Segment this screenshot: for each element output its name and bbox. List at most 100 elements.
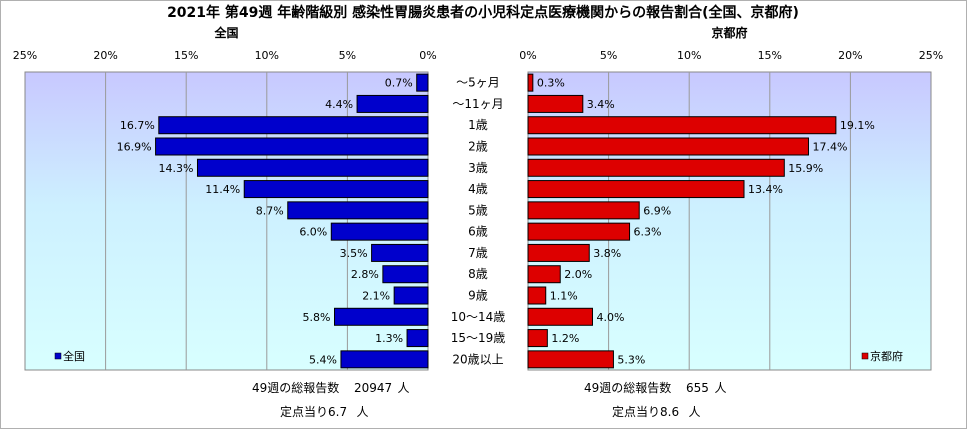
bar <box>527 222 631 241</box>
x-tick-label: 10% <box>255 49 279 62</box>
footer-value: 6.7 <box>328 405 347 419</box>
data-label: 4.0% <box>596 311 624 324</box>
data-label: 6.3% <box>634 226 662 239</box>
panel-title: 京都府 <box>711 25 747 40</box>
bar <box>527 116 837 135</box>
data-label: 8.7% <box>256 204 284 217</box>
data-label: 5.4% <box>309 353 337 366</box>
bar <box>158 116 429 135</box>
category-label: 9歳 <box>468 289 488 303</box>
data-label: 6.0% <box>299 226 327 239</box>
legend-swatch <box>861 352 869 360</box>
legend-swatch <box>54 352 62 360</box>
bar <box>416 73 429 92</box>
data-label: 3.5% <box>340 247 368 260</box>
footer-unit: 人 <box>357 405 369 419</box>
data-label: 0.7% <box>385 77 413 90</box>
bar <box>340 350 429 369</box>
bar <box>334 307 429 326</box>
data-label: 15.9% <box>788 162 823 175</box>
bar <box>527 137 809 156</box>
footer-value: 655 <box>686 381 709 395</box>
bar <box>155 137 429 156</box>
category-label: 8歳 <box>468 267 488 281</box>
legend-label: 京都府 <box>870 349 903 363</box>
panel-title: 全国 <box>213 25 238 40</box>
bar <box>527 265 561 284</box>
bar <box>527 307 593 326</box>
data-label: 1.2% <box>551 332 579 345</box>
footer-value: 8.6 <box>660 405 679 419</box>
chart-title: 2021年 第49週 年齢階級別 感染性胃腸炎患者の小児科定点医療機関からの報告… <box>167 4 799 21</box>
x-tick-label: 20% <box>93 49 117 62</box>
footer-label: 49週の総報告数 <box>584 380 671 395</box>
data-label: 16.7% <box>120 119 155 132</box>
category-label: 1歳 <box>468 118 488 132</box>
bar <box>527 286 547 305</box>
category-label: 3歳 <box>468 161 488 175</box>
category-label: 6歳 <box>468 225 488 239</box>
category-label: 10～14歳 <box>451 310 506 324</box>
bar <box>243 180 429 199</box>
data-label: 19.1% <box>840 119 875 132</box>
data-label: 1.1% <box>550 290 578 303</box>
legend-label: 全国 <box>63 349 85 363</box>
footer-value: 20947 <box>354 381 392 395</box>
x-tick-label: 25% <box>919 49 943 62</box>
bar <box>527 201 640 220</box>
data-label: 2.1% <box>362 290 390 303</box>
footer-label: 49週の総報告数 <box>252 380 339 395</box>
data-label: 1.3% <box>375 332 403 345</box>
x-tick-label: 5% <box>339 49 356 62</box>
x-tick-label: 0% <box>419 49 436 62</box>
x-tick-label: 20% <box>838 49 862 62</box>
bar <box>356 94 429 113</box>
bar <box>393 286 429 305</box>
bar <box>287 201 429 220</box>
bar <box>527 350 614 369</box>
data-label: 2.8% <box>351 268 379 281</box>
x-tick-label: 15% <box>174 49 198 62</box>
bar <box>527 180 745 199</box>
category-label: 4歳 <box>468 182 488 196</box>
bar <box>527 329 548 348</box>
category-label: ～11ヶ月 <box>452 97 503 111</box>
data-label: 16.9% <box>117 141 152 154</box>
bar <box>527 73 534 92</box>
category-label: 5歳 <box>468 203 488 217</box>
footer-unit: 人 <box>689 405 701 419</box>
footer-label: 定点当り <box>280 404 328 419</box>
category-label: ～5ヶ月 <box>456 76 500 90</box>
footer-label: 定点当り <box>612 404 660 419</box>
bar <box>330 222 429 241</box>
bar <box>371 243 429 262</box>
data-label: 11.4% <box>205 183 240 196</box>
footer-unit: 人 <box>398 381 410 395</box>
category-label: 7歳 <box>468 246 488 260</box>
data-label: 17.4% <box>812 141 847 154</box>
x-tick-label: 25% <box>13 49 37 62</box>
x-tick-label: 5% <box>600 49 617 62</box>
x-tick-label: 0% <box>519 49 536 62</box>
footer-unit: 人 <box>715 381 727 395</box>
data-label: 14.3% <box>159 162 194 175</box>
x-tick-label: 15% <box>758 49 782 62</box>
bar <box>196 158 429 177</box>
bar <box>527 158 785 177</box>
data-label: 5.3% <box>617 353 645 366</box>
x-tick-label: 10% <box>677 49 701 62</box>
data-label: 2.0% <box>564 268 592 281</box>
data-label: 3.4% <box>587 98 615 111</box>
data-label: 13.4% <box>748 183 783 196</box>
bar <box>406 329 429 348</box>
category-label: 20歳以上 <box>452 352 503 366</box>
bar <box>527 94 584 113</box>
data-label: 4.4% <box>325 98 353 111</box>
category-label: 15～19歳 <box>451 331 506 345</box>
bar <box>382 265 429 284</box>
data-label: 6.9% <box>643 204 671 217</box>
category-label: 2歳 <box>468 140 488 154</box>
data-label: 3.8% <box>593 247 621 260</box>
data-label: 5.8% <box>303 311 331 324</box>
